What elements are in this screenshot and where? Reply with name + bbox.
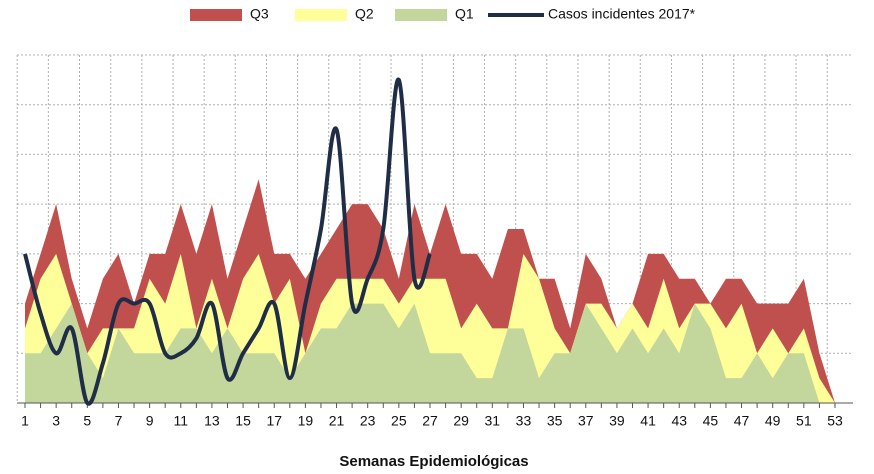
legend-swatch: [395, 9, 447, 21]
x-tick-label: 5: [83, 413, 91, 429]
x-tick-label: 11: [173, 413, 188, 429]
x-tick-label: 41: [640, 413, 656, 429]
line: [23, 77, 432, 406]
x-tick-label: 37: [578, 413, 594, 429]
x-tick-label: 25: [391, 413, 407, 429]
x-tick-label: 17: [266, 413, 282, 429]
x-tick-label: 39: [609, 413, 625, 429]
x-tick-label: 7: [115, 413, 123, 429]
x-tick-label: 3: [52, 413, 60, 429]
x-tick-label: 15: [235, 413, 251, 429]
legend-label: Casos incidentes 2017*: [548, 6, 696, 22]
x-tick-label: 53: [827, 413, 843, 429]
x-tick-label: 27: [422, 413, 438, 429]
legend-label: Q3: [250, 6, 269, 22]
x-tick-label: 9: [146, 413, 154, 429]
x-tick-label: 35: [547, 413, 563, 429]
x-tick-label: 1: [21, 413, 29, 429]
x-tick-label: 13: [204, 413, 220, 429]
x-tick-label: 23: [360, 413, 376, 429]
x-tick-label: 33: [516, 413, 532, 429]
x-tick-label: 43: [671, 413, 687, 429]
x-tick-label: 21: [329, 413, 345, 429]
x-tick-label: 29: [453, 413, 469, 429]
x-tick-label: 31: [485, 413, 501, 429]
x-axis-title: Semanas Epidemiológicas: [339, 453, 528, 470]
x-tick-label: 47: [734, 413, 750, 429]
legend-label: Q2: [355, 6, 374, 22]
legend-label: Q1: [455, 6, 474, 22]
legend-swatch: [190, 9, 242, 21]
x-tick-label: 19: [298, 413, 314, 429]
x-tick-label: 51: [796, 413, 812, 429]
x-tick-label: 49: [765, 413, 781, 429]
x-tick-label: 45: [703, 413, 719, 429]
legend-swatch: [295, 9, 347, 21]
